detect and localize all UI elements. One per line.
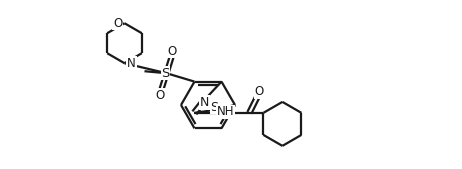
Text: NH: NH xyxy=(217,105,234,118)
Text: N: N xyxy=(200,96,209,109)
Text: S: S xyxy=(211,101,219,114)
Text: O: O xyxy=(255,85,264,98)
Text: S: S xyxy=(161,67,170,80)
Text: O: O xyxy=(156,89,165,102)
Text: N: N xyxy=(127,57,136,70)
Text: O: O xyxy=(168,45,177,58)
Text: O: O xyxy=(113,17,122,30)
